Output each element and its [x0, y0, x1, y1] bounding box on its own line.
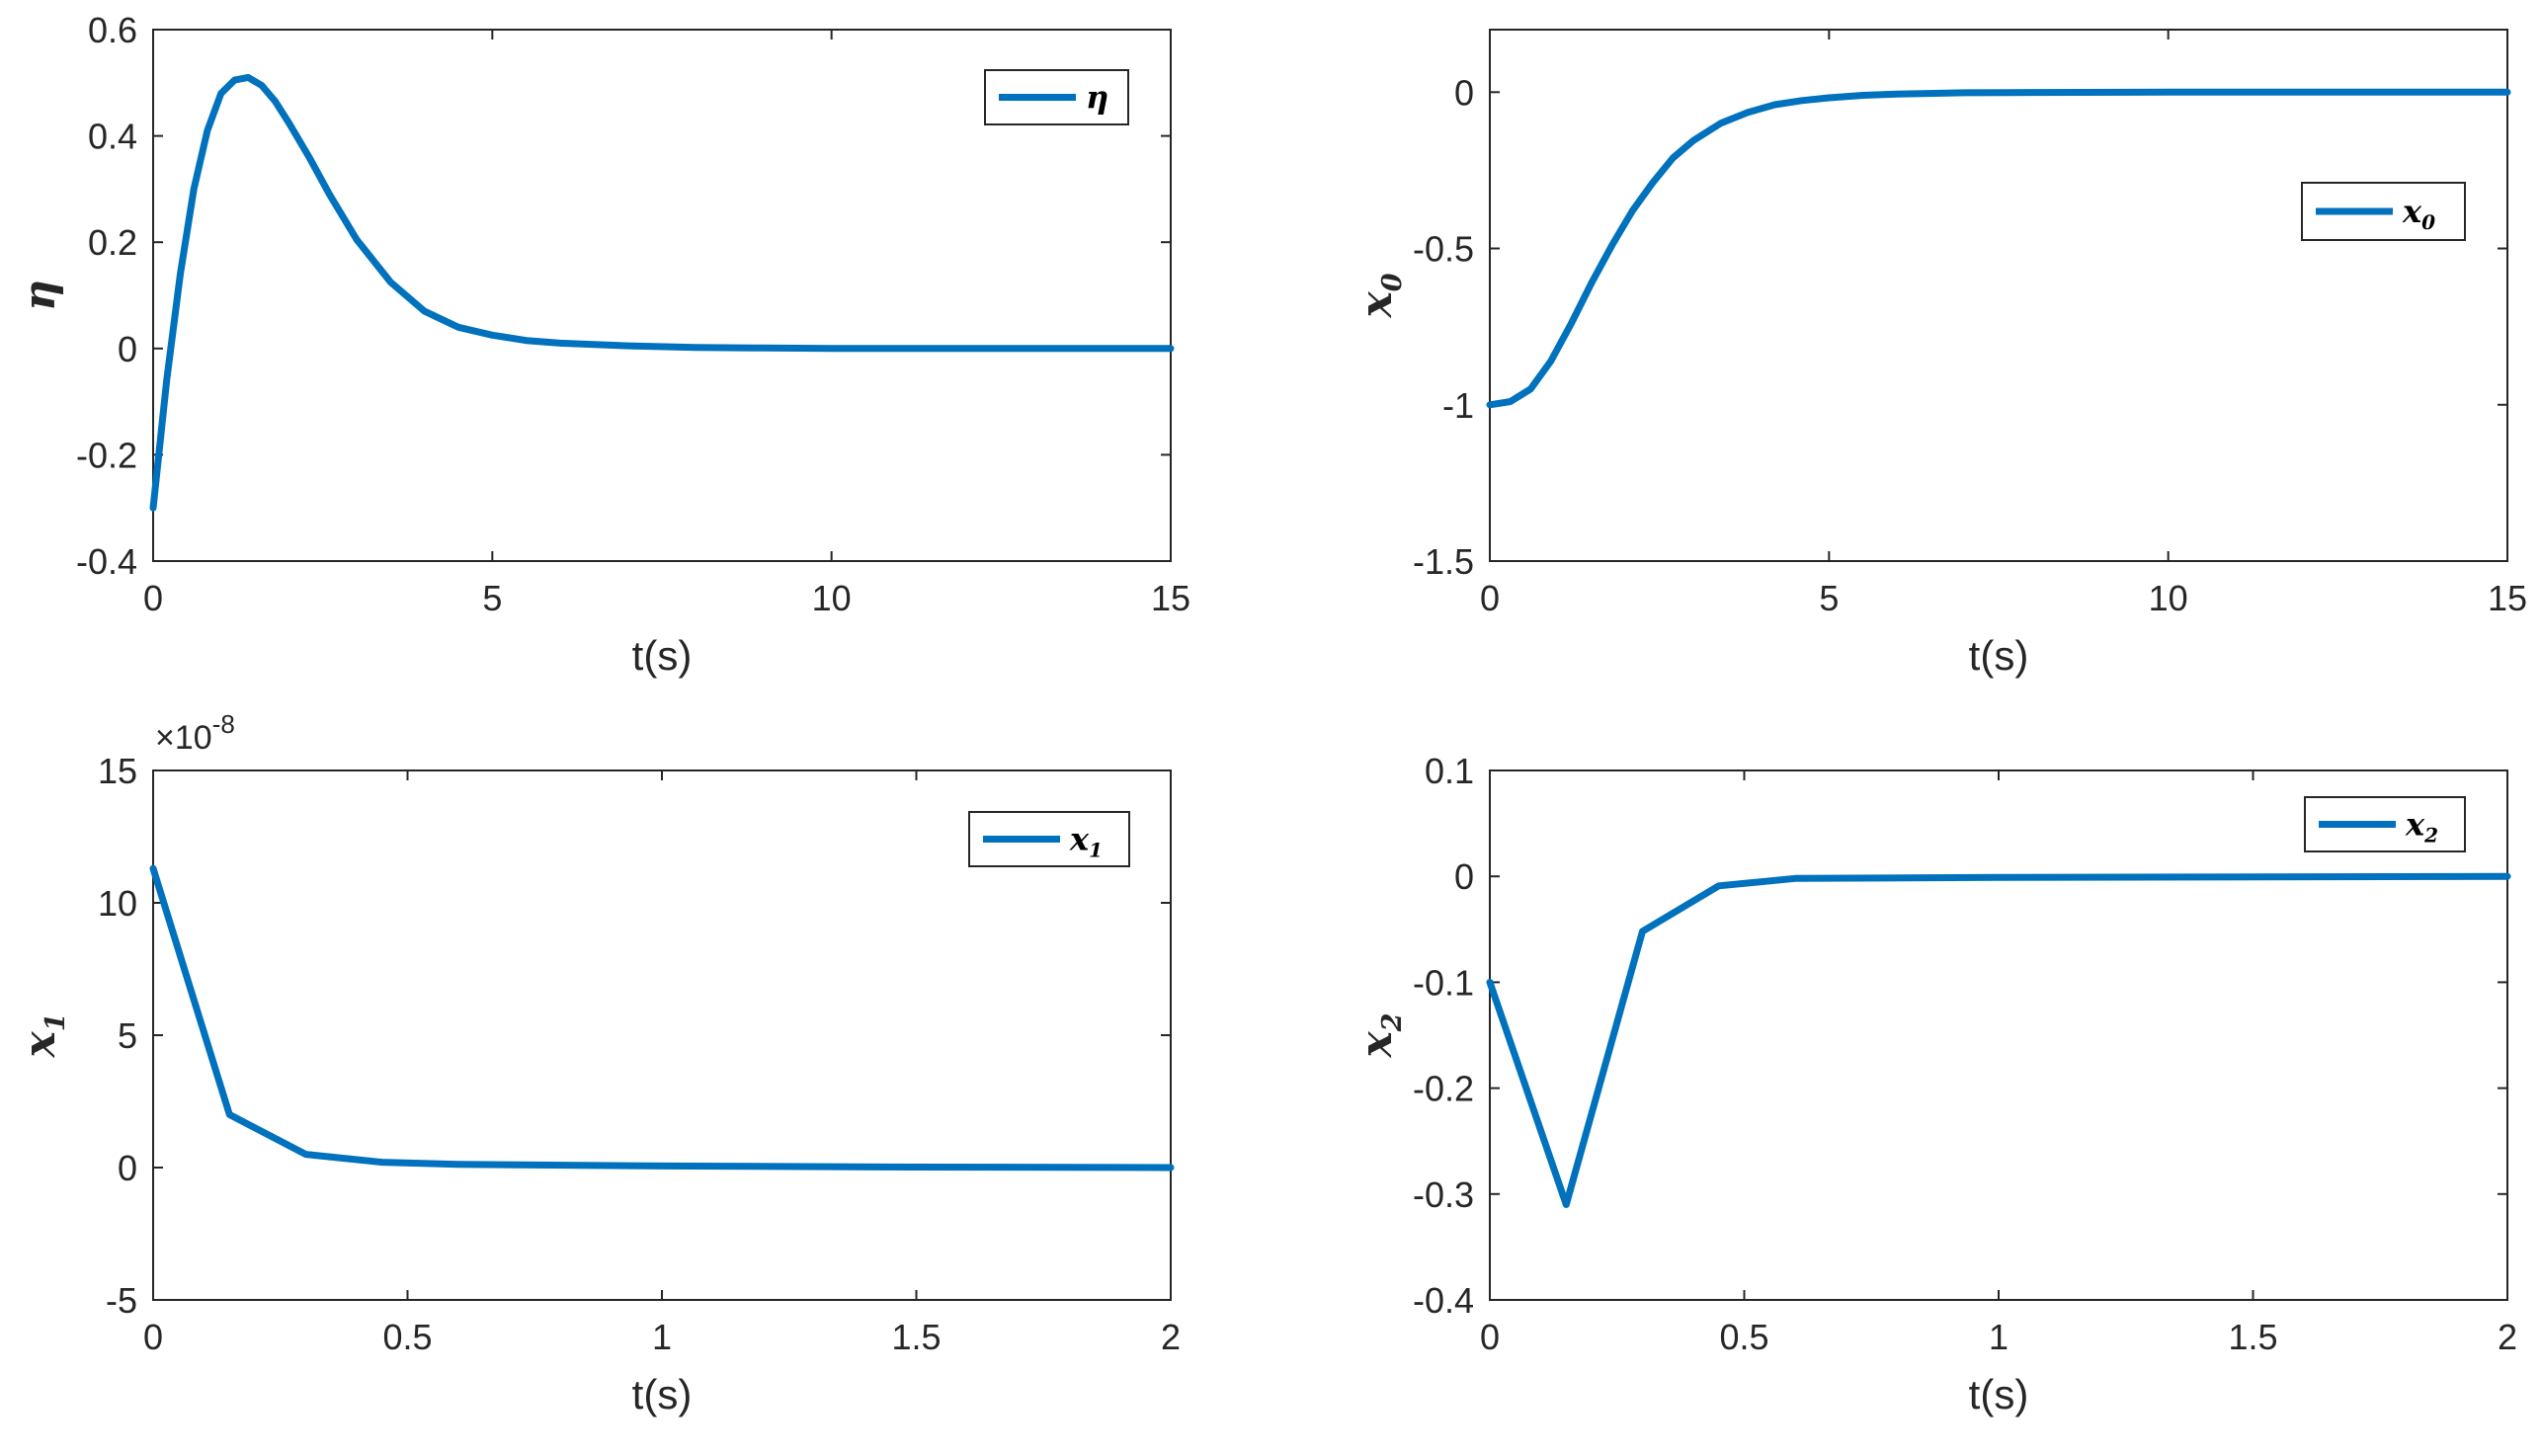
- y-tick-label: 0.6: [88, 10, 137, 50]
- series-line-η: [149, 73, 1175, 512]
- y-tick-label: -1.5: [1413, 541, 1474, 582]
- y-tick-label: 0: [118, 329, 137, 369]
- y-tick-label: -0.4: [76, 541, 137, 582]
- x-tick-label: 0: [1480, 1317, 1500, 1357]
- subplot-2: 0 5 10 15 -1.5 -1 -0.5 0 t(s) x0 x0: [1352, 29, 2527, 679]
- y-tick-label: -0.4: [1413, 1280, 1474, 1321]
- x-tick-label: 15: [2488, 578, 2527, 618]
- y-axis-label: x2: [1352, 1012, 1408, 1058]
- x-tick-label: 0.5: [1719, 1317, 1768, 1357]
- plot-area: [1489, 29, 2508, 562]
- y-tick-label: 0.1: [1425, 751, 1474, 791]
- legend: x2: [2304, 796, 2466, 852]
- x-tick-label: 0: [143, 578, 163, 618]
- legend-label: x0: [2402, 193, 2435, 234]
- x-tick-label: 0: [143, 1317, 163, 1357]
- x-tick-label: 1.5: [2228, 1317, 2277, 1357]
- plot-area: [1489, 769, 2508, 1301]
- series-line-x1: [149, 864, 1175, 1172]
- x-tick-label: 1: [1989, 1317, 2009, 1357]
- x-tick-label: 0.5: [382, 1317, 432, 1357]
- y-tick-label: -0.2: [1413, 1069, 1474, 1109]
- y-tick-label: -5: [106, 1280, 137, 1321]
- x-tick-label: 0: [1480, 578, 1500, 618]
- x-tick-label: 2: [1161, 1317, 1181, 1357]
- x-tick-label: 10: [2149, 578, 2188, 618]
- y-tick-label: 15: [98, 751, 137, 791]
- y-tick-label: 0.2: [88, 222, 137, 263]
- x-tick-label: 10: [812, 578, 852, 618]
- y-axis-label: η: [15, 280, 65, 311]
- subplot-1: 0 5 10 15 -0.4 -0.2 0 0.2 0.4 0.6 t(s) η η: [15, 10, 1190, 679]
- y-tick-label: -0.5: [1413, 229, 1474, 270]
- legend: x1: [968, 811, 1130, 867]
- y-axis-label: x0: [1352, 273, 1408, 318]
- y-tick-label: 0: [118, 1148, 137, 1188]
- legend: x0: [2301, 182, 2466, 241]
- y-tick-label: -0.2: [76, 435, 137, 475]
- series-line-x2: [1486, 872, 2511, 1208]
- y-tick-label: 0: [1454, 856, 1474, 897]
- y-tick-label: -0.1: [1413, 962, 1474, 1003]
- x-tick-label: 1.5: [891, 1317, 941, 1357]
- x-axis-label: t(s): [1969, 632, 2029, 679]
- y-tick-label: 0: [1454, 72, 1474, 113]
- legend-label: x2: [2405, 806, 2438, 848]
- y-tick-label: 5: [118, 1015, 137, 1056]
- x-tick-label: 15: [1151, 578, 1190, 618]
- legend: η: [984, 69, 1129, 125]
- series-line-x0: [1486, 88, 2511, 409]
- y-tick-label: -0.3: [1413, 1174, 1474, 1215]
- x-tick-label: 5: [1819, 578, 1839, 618]
- x-axis-label: t(s): [632, 1371, 693, 1417]
- x-tick-label: 5: [482, 578, 502, 618]
- subplot-4: 0 0.5 1 1.5 2 -0.4 -0.3 -0.2 -0.1 0 0.1 t(s) x2 x2: [1352, 751, 2517, 1417]
- y-tick-label: -1: [1442, 385, 1474, 426]
- legend-label: η: [1086, 79, 1108, 117]
- x-axis-label: t(s): [632, 632, 693, 679]
- y-tick-label: 0.4: [88, 117, 137, 157]
- x-tick-label: 2: [2498, 1317, 2517, 1357]
- y-tick-label: 10: [98, 883, 137, 924]
- y-axis-label: x1: [15, 1012, 71, 1058]
- y-exponent-label: ×10-8: [155, 709, 235, 757]
- x-tick-label: 1: [652, 1317, 672, 1357]
- x-axis-label: t(s): [1969, 1371, 2029, 1417]
- legend-label: x1: [1069, 821, 1103, 862]
